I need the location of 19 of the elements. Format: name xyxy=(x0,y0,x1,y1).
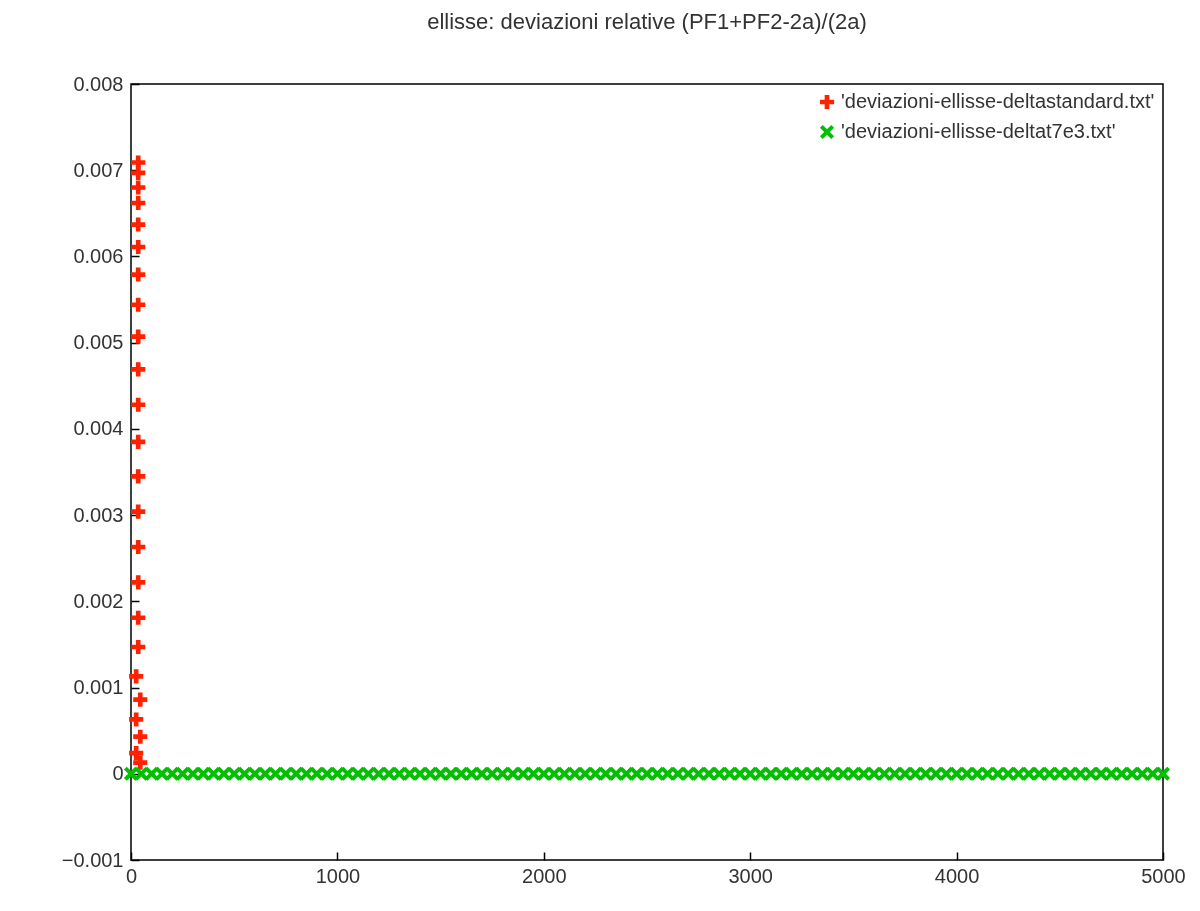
y-tick-label: 0.006 xyxy=(73,244,124,267)
x-tick-label: 4000 xyxy=(934,864,980,887)
x-tick-label: 0 xyxy=(125,864,138,887)
y-tick-label: 0.002 xyxy=(73,589,124,612)
y-tick-label: 0.003 xyxy=(73,503,124,526)
x-tick-label: 3000 xyxy=(728,864,773,887)
legend-label: 'deviazioni-ellisse-deltat7e3.txt' xyxy=(841,120,1116,142)
x-tick-label: 5000 xyxy=(1141,864,1186,887)
y-tick-label: −0.001 xyxy=(61,848,124,871)
y-tick-label: 0.005 xyxy=(73,331,124,354)
y-tick-label: 0.001 xyxy=(73,676,124,699)
y-tick-label: 0.004 xyxy=(73,417,124,440)
x-tick-label: 1000 xyxy=(315,864,361,887)
x-tick-label: 2000 xyxy=(522,864,567,887)
chart-title: ellisse: deviazioni relative (PF1+PF2-2a)/(2a) xyxy=(427,9,867,34)
y-tick-label: 0.007 xyxy=(73,158,124,181)
y-tick-label: 0.008 xyxy=(73,72,124,95)
legend-label: 'deviazioni-ellisse-deltastandard.txt' xyxy=(841,90,1155,112)
y-tick-label: 0 xyxy=(112,762,124,785)
